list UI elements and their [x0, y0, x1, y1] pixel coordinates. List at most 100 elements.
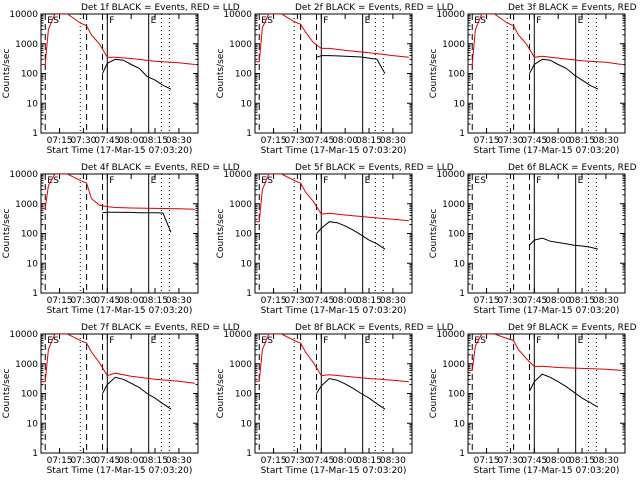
marker-letter: S [53, 336, 59, 346]
y-tick-label: 1 [246, 289, 252, 299]
x-tick-label: 08:15 [142, 136, 168, 146]
x-tick-label: 07:45 [521, 296, 547, 306]
marker-letter: E [365, 176, 371, 186]
marker-letter: E [261, 16, 267, 26]
x-tick-label: 07:45 [94, 456, 120, 466]
marker-letter: E [365, 336, 371, 346]
marker-letter: E [261, 336, 267, 346]
marker-letter: S [267, 176, 273, 186]
y-tick-label: 1 [32, 289, 38, 299]
marker-letter: S [480, 176, 486, 186]
x-axis-label: Start Time (17-Mar-15 07:03:20) [47, 306, 193, 316]
x-axis-label: Start Time (17-Mar-15 07:03:20) [261, 146, 407, 156]
x-tick-label: 07:45 [308, 296, 334, 306]
y-axis-label: Counts/sec [2, 49, 12, 99]
plot-frame [467, 173, 626, 294]
y-tick-label: 10 [241, 259, 253, 269]
lld-series-line [255, 334, 409, 383]
x-axis-label: Start Time (17-Mar-15 07:03:20) [47, 466, 193, 476]
x-tick-label: 07:15 [474, 456, 500, 466]
x-tick-label: 07:15 [47, 456, 73, 466]
marker-letter: S [480, 336, 486, 346]
panel-title: Det 3f BLACK = Events, RED = LLD [508, 3, 640, 13]
y-axis-label: Counts/sec [216, 209, 226, 259]
y-tick-label: 10000 [9, 170, 38, 180]
y-tick-label: 1 [459, 289, 465, 299]
x-tick-label: 07:45 [308, 136, 334, 146]
x-tick-label: 07:15 [261, 136, 287, 146]
y-tick-label: 10000 [436, 330, 465, 340]
lld-series-line [468, 334, 622, 371]
x-tick-label: 08:00 [545, 456, 571, 466]
x-tick-label: 08:00 [332, 296, 358, 306]
x-tick-label: 08:30 [166, 296, 192, 306]
plot-frame [254, 13, 413, 134]
y-axis-label: Counts/sec [2, 209, 12, 259]
x-tick-label: 07:30 [284, 296, 310, 306]
x-tick-label: 08:15 [356, 456, 382, 466]
x-tick-label: 07:15 [47, 136, 73, 146]
detector-panel-7: Det 7f BLACK = Events, RED = LLD 1 10 100 10… [2, 323, 240, 476]
y-tick-label: 100 [448, 390, 465, 400]
y-tick-label: 1000 [442, 360, 465, 370]
y-tick-label: 1000 [229, 200, 252, 210]
x-tick-label: 08:00 [118, 296, 144, 306]
y-tick-label: 10 [27, 99, 39, 109]
panel-title: Det 5f BLACK = Events, RED = LLD [295, 163, 454, 173]
plot-frame [254, 173, 413, 294]
y-tick-label: 1000 [15, 40, 38, 50]
y-tick-label: 10 [454, 419, 466, 429]
x-tick-label: 08:15 [569, 456, 595, 466]
x-tick-label: 08:00 [545, 296, 571, 306]
x-tick-label: 07:30 [70, 456, 96, 466]
y-tick-label: 1000 [442, 200, 465, 210]
plot-frame [40, 173, 199, 294]
x-tick-label: 07:45 [94, 296, 120, 306]
events-series-line [102, 376, 172, 410]
x-tick-label: 08:15 [569, 136, 595, 146]
y-axis-label: Counts/sec [429, 209, 439, 259]
marker-letter: E [474, 176, 480, 186]
panel-title: Det 9f BLACK = Events, RED = LLD [508, 323, 640, 333]
x-tick-label: 07:30 [497, 456, 523, 466]
marker-letter: S [480, 16, 486, 26]
x-tick-label: 08:15 [142, 456, 168, 466]
marker-letter: S [53, 176, 59, 186]
x-tick-label: 07:45 [94, 136, 120, 146]
x-tick-label: 07:30 [70, 296, 96, 306]
x-tick-label: 07:45 [308, 456, 334, 466]
lld-series-line [41, 334, 195, 384]
marker-letter: E [47, 336, 53, 346]
marker-letter: E [578, 176, 584, 186]
y-tick-label: 1 [459, 129, 465, 139]
marker-letter: E [261, 176, 267, 186]
x-axis-label: Start Time (17-Mar-15 07:03:20) [47, 146, 193, 156]
y-tick-label: 1000 [229, 360, 252, 370]
marker-letter: F [323, 16, 328, 26]
panel-title: Det 1f BLACK = Events, RED = LLD [81, 3, 240, 13]
marker-letter: E [578, 16, 584, 26]
y-tick-label: 1 [32, 449, 38, 459]
y-tick-label: 10000 [9, 10, 38, 20]
lld-series-line [255, 174, 409, 223]
events-series-line [316, 55, 386, 74]
x-tick-label: 07:45 [521, 136, 547, 146]
y-tick-label: 10 [454, 259, 466, 269]
marker-letter: E [151, 16, 157, 26]
x-tick-label: 08:30 [593, 456, 619, 466]
x-tick-label: 08:00 [118, 456, 144, 466]
detector-panel-4: Det 4f BLACK = Events, RED = LLD 1 10 100 10… [2, 163, 240, 316]
x-axis-label: Start Time (17-Mar-15 07:03:20) [474, 466, 620, 476]
x-tick-label: 08:00 [118, 136, 144, 146]
marker-letter: E [365, 16, 371, 26]
detector-panel-1: Det 1f BLACK = Events, RED = LLD 1 10 100 10… [2, 3, 240, 156]
x-tick-label: 07:15 [474, 136, 500, 146]
x-tick-label: 07:15 [474, 296, 500, 306]
x-axis-label: Start Time (17-Mar-15 07:03:20) [261, 466, 407, 476]
x-tick-label: 07:45 [521, 456, 547, 466]
x-tick-label: 07:15 [47, 296, 73, 306]
x-tick-label: 08:30 [166, 456, 192, 466]
detector-panel-9: Det 9f BLACK = Events, RED = LLD 1 10 100 10… [429, 323, 640, 476]
x-tick-label: 08:30 [166, 136, 192, 146]
